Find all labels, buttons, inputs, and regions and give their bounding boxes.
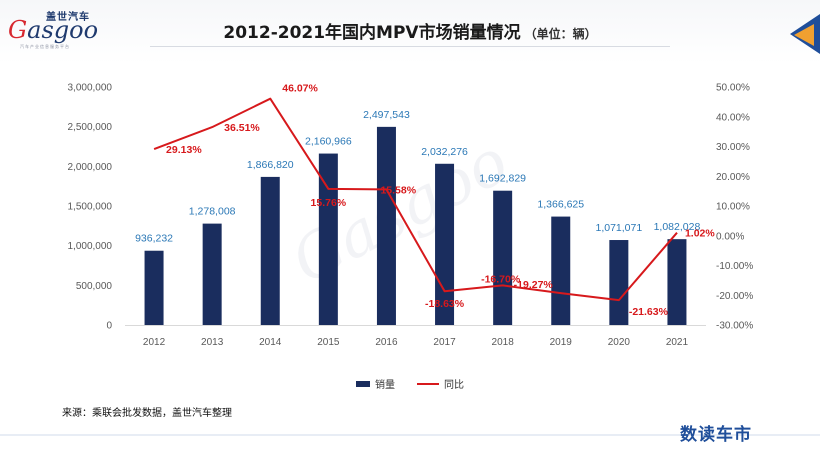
x-tick-label: 2017 <box>433 337 456 348</box>
bar-value-label: 1,278,008 <box>189 206 236 218</box>
x-tick-label: 2019 <box>550 337 573 348</box>
bar-value-label: 1,082,028 <box>654 221 701 233</box>
right-tick-label: 40.00% <box>716 112 750 123</box>
left-y-axis: 0 500,000 1,000,000 1,500,000 2,000,000 2,500… <box>68 83 113 332</box>
bar-value-label: 2,160,966 <box>305 136 352 148</box>
line-value-label: 15.58% <box>380 184 416 196</box>
x-tick-label: 2016 <box>375 337 398 348</box>
brand-logo-text: 数读车市 <box>680 425 752 445</box>
legend-bar-swatch <box>356 380 370 387</box>
bar-value-label: 1,071,071 <box>595 222 642 234</box>
x-tick-label: 2020 <box>608 337 631 348</box>
bar <box>144 250 164 325</box>
line-value-label: -18.63% <box>425 298 465 310</box>
legend-label-sales: 销量 <box>375 380 395 391</box>
bar-value-label: 936,232 <box>135 233 173 245</box>
legend-line-swatch <box>417 382 439 385</box>
right-y-axis: -30.00% -20.00% -10.00% 0.00% 10.00% 20.00% 30… <box>716 83 753 332</box>
bar-value-label: 1,866,820 <box>247 159 294 171</box>
legend-item-sales: 销量 <box>356 376 395 391</box>
x-axis: 2012 2013 2014 2015 2016 2017 2018 2019 2020 2021 <box>143 337 689 348</box>
left-tick-label: 2,500,000 <box>68 122 113 133</box>
right-tick-label: 20.00% <box>716 172 750 183</box>
right-tick-label: -20.00% <box>716 291 753 302</box>
chart-title-text: 2012-2021年国内MPV市场销量情况 <box>223 23 521 43</box>
line-value-label: 1.02% <box>685 228 715 240</box>
chart-title: 2012-2021年国内MPV市场销量情况 （单位：辆） <box>0 18 820 43</box>
bar-value-label: 2,032,276 <box>421 146 468 158</box>
left-tick-label: 0 <box>106 321 112 332</box>
right-tick-label: 10.00% <box>716 202 750 213</box>
left-tick-label: 3,000,000 <box>68 83 113 94</box>
x-tick-label: 2015 <box>317 337 340 348</box>
yoy-line <box>153 97 678 302</box>
x-tick-label: 2018 <box>492 337 515 348</box>
logo-chinese-text: 盖世汽车 <box>46 12 90 23</box>
x-tick-label: 2021 <box>666 337 689 348</box>
left-tick-label: 1,500,000 <box>68 202 113 213</box>
bar-value-label: 2,497,543 <box>363 109 410 121</box>
left-tick-label: 500,000 <box>76 281 113 292</box>
line-data-labels: 29.13% 36.51% 46.07% 15.76% 15.58% -18.63% -16… <box>166 83 715 318</box>
bar <box>493 190 513 325</box>
logo-english-text: Gasgoo <box>8 16 99 44</box>
line-value-label: -19.27% <box>514 279 554 291</box>
bar <box>609 240 629 325</box>
x-tick-label: 2013 <box>201 337 224 348</box>
line-value-label: 46.07% <box>282 83 318 95</box>
line-value-label: 15.76% <box>311 197 347 209</box>
logo-tagline: 汽车产业信息服务平台 <box>20 44 70 49</box>
corner-arrow-icon <box>790 14 820 54</box>
gasgoo-logo: 盖世汽车 Gasgoo 汽车产业信息服务平台 <box>8 8 128 50</box>
bar <box>667 239 687 325</box>
legend-item-yoy: 同比 <box>417 376 464 391</box>
right-tick-label: 30.00% <box>716 142 750 153</box>
bar-value-label: 1,366,625 <box>537 199 584 211</box>
line-value-label: -21.63% <box>629 306 669 318</box>
bar <box>376 126 396 325</box>
legend-label-yoy: 同比 <box>444 380 464 391</box>
bar-value-label: 1,692,829 <box>479 173 526 185</box>
bar <box>260 176 280 325</box>
chart-unit: （单位：辆） <box>524 27 597 41</box>
title-divider <box>150 46 670 47</box>
right-tick-label: 0.00% <box>716 231 744 242</box>
right-tick-label: 50.00% <box>716 83 750 94</box>
bar <box>202 223 222 325</box>
line-series <box>153 97 678 302</box>
header-band <box>0 0 820 64</box>
x-tick-label: 2014 <box>259 337 282 348</box>
bar <box>551 216 571 325</box>
line-value-label: 36.51% <box>224 122 260 134</box>
left-tick-label: 1,000,000 <box>68 241 113 252</box>
left-tick-label: 2,000,000 <box>68 162 113 173</box>
source-note: 来源：乘联会批发数据，盖世汽车整理 <box>62 408 232 419</box>
bar-series <box>144 126 687 325</box>
x-tick-label: 2012 <box>143 337 166 348</box>
bar <box>318 153 338 325</box>
right-tick-label: -30.00% <box>716 321 753 332</box>
line-value-label: 29.13% <box>166 144 202 156</box>
bar-data-labels: 936,232 1,278,008 1,866,820 2,160,966 2,497,… <box>135 109 700 245</box>
footer-divider <box>0 434 820 436</box>
chart-legend: 销量 同比 <box>0 376 820 391</box>
line-value-label: -16.70% <box>481 273 521 285</box>
right-tick-label: -10.00% <box>716 261 753 272</box>
